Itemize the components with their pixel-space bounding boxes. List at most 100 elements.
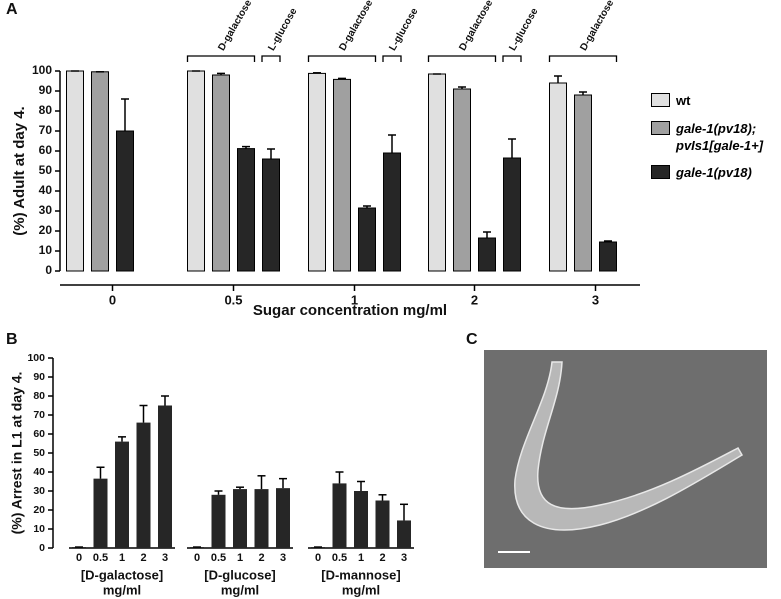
y-tick-label: 30 — [33, 485, 45, 497]
bracket — [382, 55, 402, 62]
bar — [478, 237, 496, 272]
x-tick-label: 0 — [194, 552, 200, 564]
x-tick-label: 1 — [119, 552, 125, 564]
x-tick-label: 0 — [76, 552, 82, 564]
group-label: [D-galactose] — [81, 567, 163, 582]
bar — [358, 207, 376, 272]
y-tick-label: 70 — [39, 123, 53, 137]
y-tick-label: 70 — [33, 409, 45, 421]
group-label: mg/ml — [103, 582, 141, 597]
bar — [574, 94, 592, 272]
bracket-label: L-glucose — [507, 6, 540, 53]
bar — [453, 88, 471, 272]
bracket — [502, 55, 522, 62]
bracket-label: D-galactose — [337, 0, 375, 53]
bar — [116, 130, 134, 272]
x-tick-label: 2 — [140, 552, 146, 564]
bar — [237, 148, 255, 272]
legend-swatch — [651, 121, 670, 135]
y-tick-label: 60 — [33, 428, 45, 440]
bracket — [427, 55, 497, 62]
legend-swatch — [651, 93, 670, 107]
bracket-label: L-glucose — [266, 6, 299, 53]
bar — [262, 158, 280, 272]
bar — [158, 405, 172, 548]
panel-label: A — [6, 1, 18, 18]
x-tick-label: 0.5 — [332, 552, 347, 564]
panel-label: B — [6, 331, 18, 348]
y-tick-label: 100 — [32, 63, 52, 77]
y-tick-label: 50 — [39, 163, 53, 177]
worm — [514, 361, 744, 531]
bar — [91, 71, 109, 272]
y-tick-label: 50 — [33, 447, 45, 459]
x-tick-label: 3 — [280, 552, 286, 564]
panel-label: C — [466, 331, 478, 348]
x-tick-label: 1 — [351, 292, 358, 307]
legend-label: wt — [676, 93, 691, 108]
bar — [354, 491, 368, 548]
bar — [136, 422, 151, 548]
x-axis-label: Sugar concentration mg/ml — [253, 302, 447, 319]
x-tick-label: 3 — [401, 552, 407, 564]
y-tick-label: 10 — [33, 523, 45, 535]
x-tick-label: 2 — [379, 552, 385, 564]
legend-label: gale-1(pv18) — [676, 165, 752, 180]
bar — [66, 70, 84, 272]
bar — [276, 488, 290, 548]
bar — [549, 82, 567, 272]
bracket-label: D-galactose — [457, 0, 495, 53]
y-tick-label: 80 — [39, 103, 53, 117]
legend-label: gale-1(pv18); pvIs1[gale-1+] — [676, 121, 764, 153]
y-axis-label: (%) Arrest in L1 at day 4. — [9, 372, 25, 535]
y-tick-label: 30 — [39, 203, 53, 217]
y-tick-label: 40 — [33, 466, 45, 478]
bar — [211, 494, 226, 548]
group-label: mg/ml — [342, 582, 380, 597]
bar — [187, 70, 205, 272]
x-tick-label: 3 — [592, 292, 599, 307]
bar — [212, 74, 230, 272]
legend-entry: gale-1(pv18) — [651, 164, 781, 181]
bar — [115, 441, 129, 548]
group-label: [D-mannose] — [321, 567, 400, 582]
bracket-label: D-galactose — [216, 0, 254, 53]
bar — [254, 489, 269, 548]
bar — [93, 478, 108, 548]
y-tick-label: 80 — [33, 390, 45, 402]
x-tick-label: 0.5 — [224, 292, 242, 307]
y-axis-label: (%) Adult at day 4. — [11, 106, 28, 235]
y-tick-label: 10 — [39, 243, 53, 257]
y-tick-label: 0 — [45, 263, 52, 277]
legend-entry: gale-1(pv18); pvIs1[gale-1+] — [651, 120, 781, 154]
bracket-label: L-glucose — [387, 6, 420, 53]
bar — [308, 72, 326, 272]
x-tick-label: 2 — [258, 552, 264, 564]
bar — [332, 483, 347, 548]
bracket-label: D-galactose — [578, 0, 616, 53]
legend-entry: wt — [651, 92, 781, 109]
bar — [397, 520, 411, 548]
bar — [383, 152, 401, 272]
bar — [503, 157, 521, 272]
x-tick-label: 0.5 — [211, 552, 226, 564]
bar — [233, 489, 247, 548]
y-tick-label: 100 — [27, 352, 45, 364]
group-label: [D-glucose] — [204, 567, 276, 582]
legend-swatch — [651, 165, 670, 179]
group-label: mg/ml — [221, 582, 259, 597]
x-tick-label: 2 — [471, 292, 478, 307]
x-tick-label: 0.5 — [93, 552, 108, 564]
x-tick-label: 0 — [315, 552, 321, 564]
y-tick-label: 90 — [33, 371, 45, 383]
bracket — [548, 55, 618, 62]
x-tick-label: 3 — [162, 552, 168, 564]
bracket — [261, 55, 281, 62]
y-tick-label: 20 — [33, 504, 45, 516]
bar — [599, 241, 617, 272]
bar — [333, 78, 351, 272]
x-tick-label: 1 — [358, 552, 364, 564]
micrograph — [484, 350, 767, 568]
y-tick-label: 40 — [39, 183, 53, 197]
